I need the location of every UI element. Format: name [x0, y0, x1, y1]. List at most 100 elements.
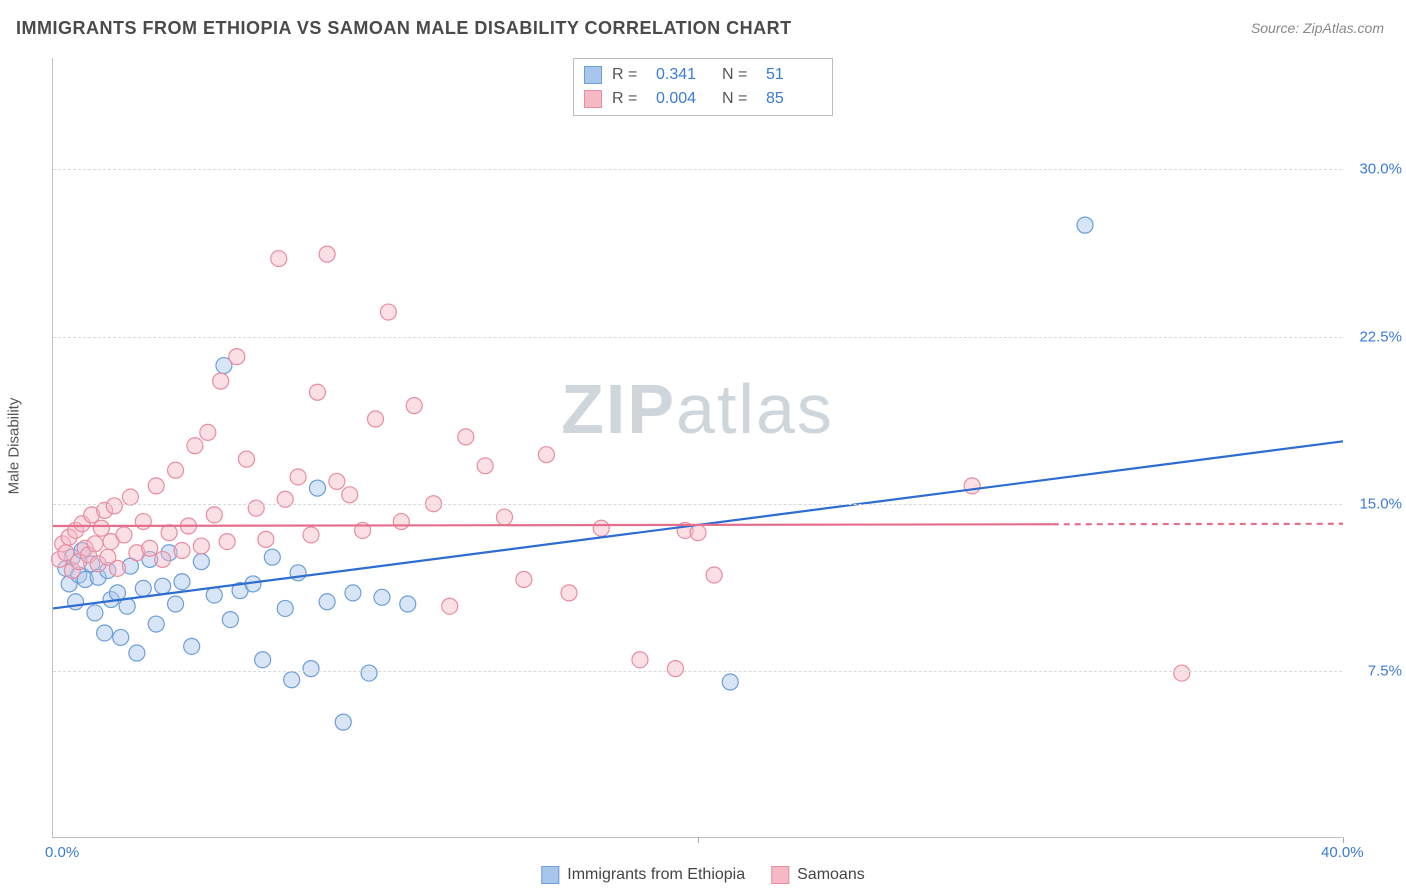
data-point: [290, 469, 306, 485]
data-point: [248, 500, 264, 516]
data-point: [690, 525, 706, 541]
data-point: [271, 251, 287, 267]
data-point: [380, 304, 396, 320]
data-point: [168, 596, 184, 612]
chart-container: IMMIGRANTS FROM ETHIOPIA VS SAMOAN MALE …: [0, 0, 1406, 892]
y-tick-label: 22.5%: [1359, 328, 1402, 345]
data-point: [110, 560, 126, 576]
data-point: [87, 605, 103, 621]
correlation-legend: R =0.341N =51R =0.004N =85: [573, 58, 833, 116]
data-point: [593, 520, 609, 536]
data-point: [561, 585, 577, 601]
data-point: [193, 554, 209, 570]
data-point: [219, 534, 235, 550]
data-point: [264, 549, 280, 565]
data-point: [477, 458, 493, 474]
data-point: [442, 598, 458, 614]
data-point: [284, 672, 300, 688]
plot-svg: [53, 58, 1342, 837]
legend-swatch: [541, 866, 559, 884]
data-point: [345, 585, 361, 601]
data-point: [1077, 217, 1093, 233]
x-tick-label: 0.0%: [45, 844, 79, 861]
legend-series-name: Immigrants from Ethiopia: [567, 866, 745, 884]
data-point: [97, 625, 113, 641]
data-point: [142, 540, 158, 556]
data-point: [303, 661, 319, 677]
data-point: [393, 514, 409, 530]
data-point: [148, 478, 164, 494]
gridline: [53, 504, 1342, 505]
data-point: [129, 645, 145, 661]
data-point: [148, 616, 164, 632]
data-point: [122, 489, 138, 505]
data-point: [155, 578, 171, 594]
legend-swatch: [584, 66, 602, 84]
data-point: [309, 480, 325, 496]
legend-item: Immigrants from Ethiopia: [541, 866, 745, 884]
trend-line-dashed: [1053, 524, 1343, 525]
data-point: [335, 714, 351, 730]
legend-r-label: R =: [612, 66, 646, 84]
data-point: [206, 507, 222, 523]
series-legend: Immigrants from Ethiopia Samoans: [541, 866, 864, 884]
x-tick-mark: [1343, 837, 1344, 843]
data-point: [632, 652, 648, 668]
data-point: [239, 451, 255, 467]
legend-swatch: [771, 866, 789, 884]
data-point: [309, 384, 325, 400]
data-point: [400, 596, 416, 612]
gridline: [53, 337, 1342, 338]
source-attribution: Source: ZipAtlas.com: [1251, 20, 1384, 36]
data-point: [361, 665, 377, 681]
data-point: [93, 520, 109, 536]
data-point: [116, 527, 132, 543]
data-point: [155, 551, 171, 567]
data-point: [184, 638, 200, 654]
data-point: [135, 514, 151, 530]
data-point: [222, 612, 238, 628]
data-point: [174, 543, 190, 559]
data-point: [964, 478, 980, 494]
y-tick-label: 30.0%: [1359, 161, 1402, 178]
legend-row: R =0.004N =85: [584, 87, 822, 111]
legend-item: Samoans: [771, 866, 865, 884]
legend-row: R =0.341N =51: [584, 63, 822, 87]
legend-r-value: 0.004: [656, 90, 712, 108]
data-point: [374, 589, 390, 605]
legend-n-value: 51: [766, 66, 822, 84]
data-point: [277, 491, 293, 507]
x-tick-mark: [698, 837, 699, 843]
x-tick-label: 40.0%: [1321, 844, 1364, 861]
data-point: [200, 424, 216, 440]
data-point: [319, 594, 335, 610]
data-point: [113, 629, 129, 645]
data-point: [342, 487, 358, 503]
data-point: [1174, 665, 1190, 681]
data-point: [135, 580, 151, 596]
data-point: [87, 536, 103, 552]
legend-r-label: R =: [612, 90, 646, 108]
data-point: [258, 531, 274, 547]
chart-title: IMMIGRANTS FROM ETHIOPIA VS SAMOAN MALE …: [16, 18, 792, 39]
y-axis-label: Male Disability: [6, 398, 23, 495]
data-point: [174, 574, 190, 590]
data-point: [722, 674, 738, 690]
data-point: [68, 594, 84, 610]
data-point: [497, 509, 513, 525]
data-point: [329, 473, 345, 489]
legend-swatch: [584, 90, 602, 108]
y-tick-label: 7.5%: [1368, 662, 1402, 679]
data-point: [161, 525, 177, 541]
data-point: [106, 498, 122, 514]
data-point: [458, 429, 474, 445]
data-point: [187, 438, 203, 454]
data-point: [667, 661, 683, 677]
data-point: [538, 447, 554, 463]
data-point: [255, 652, 271, 668]
data-point: [406, 398, 422, 414]
data-point: [229, 349, 245, 365]
legend-n-label: N =: [722, 66, 756, 84]
y-tick-label: 15.0%: [1359, 495, 1402, 512]
gridline: [53, 671, 1342, 672]
